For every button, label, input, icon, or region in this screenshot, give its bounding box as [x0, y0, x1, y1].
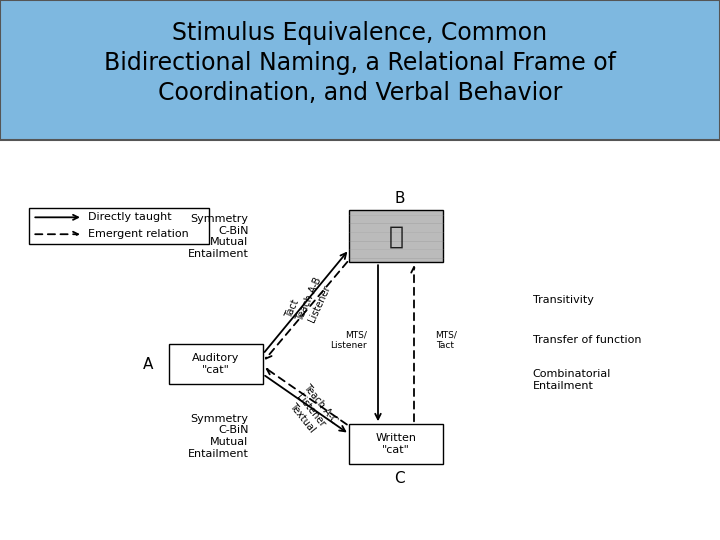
Text: Combinatorial
Entailment: Combinatorial Entailment	[533, 369, 611, 391]
Text: Stimulus Equivalence, Common
Bidirectional Naming, a Relational Frame of
Coordin: Stimulus Equivalence, Common Bidirection…	[104, 22, 616, 105]
Text: Symmetry
C-BiN
Mutual
Entailment: Symmetry C-BiN Mutual Entailment	[187, 414, 248, 458]
FancyBboxPatch shape	[0, 0, 720, 140]
Text: Symmetry
C-BiN
Mutual
Entailment: Symmetry C-BiN Mutual Entailment	[187, 214, 248, 259]
Text: C: C	[395, 470, 405, 485]
Text: Directly taught: Directly taught	[89, 212, 172, 222]
Text: MTS/
Tact: MTS/ Tact	[436, 330, 457, 350]
FancyBboxPatch shape	[29, 208, 209, 244]
Text: Written
"cat": Written "cat"	[376, 433, 416, 455]
Text: 🐈: 🐈	[389, 224, 403, 248]
Text: B: B	[395, 191, 405, 206]
Text: Emergent relation: Emergent relation	[89, 229, 189, 239]
Text: MTS/
Listener: MTS/ Listener	[330, 330, 367, 350]
Text: Transitivity: Transitivity	[533, 295, 594, 305]
Text: Transfer of function: Transfer of function	[533, 335, 642, 345]
FancyBboxPatch shape	[349, 424, 443, 464]
Text: Tact: Tact	[284, 298, 301, 320]
FancyBboxPatch shape	[349, 210, 443, 262]
Text: Teach A-C
Listener
Textual: Teach A-C Listener Textual	[283, 382, 339, 440]
FancyBboxPatch shape	[169, 344, 263, 384]
Text: Auditory
"cat": Auditory "cat"	[192, 353, 240, 375]
Text: Teach A-B
Listener: Teach A-B Listener	[294, 275, 334, 327]
Text: A: A	[143, 357, 153, 372]
